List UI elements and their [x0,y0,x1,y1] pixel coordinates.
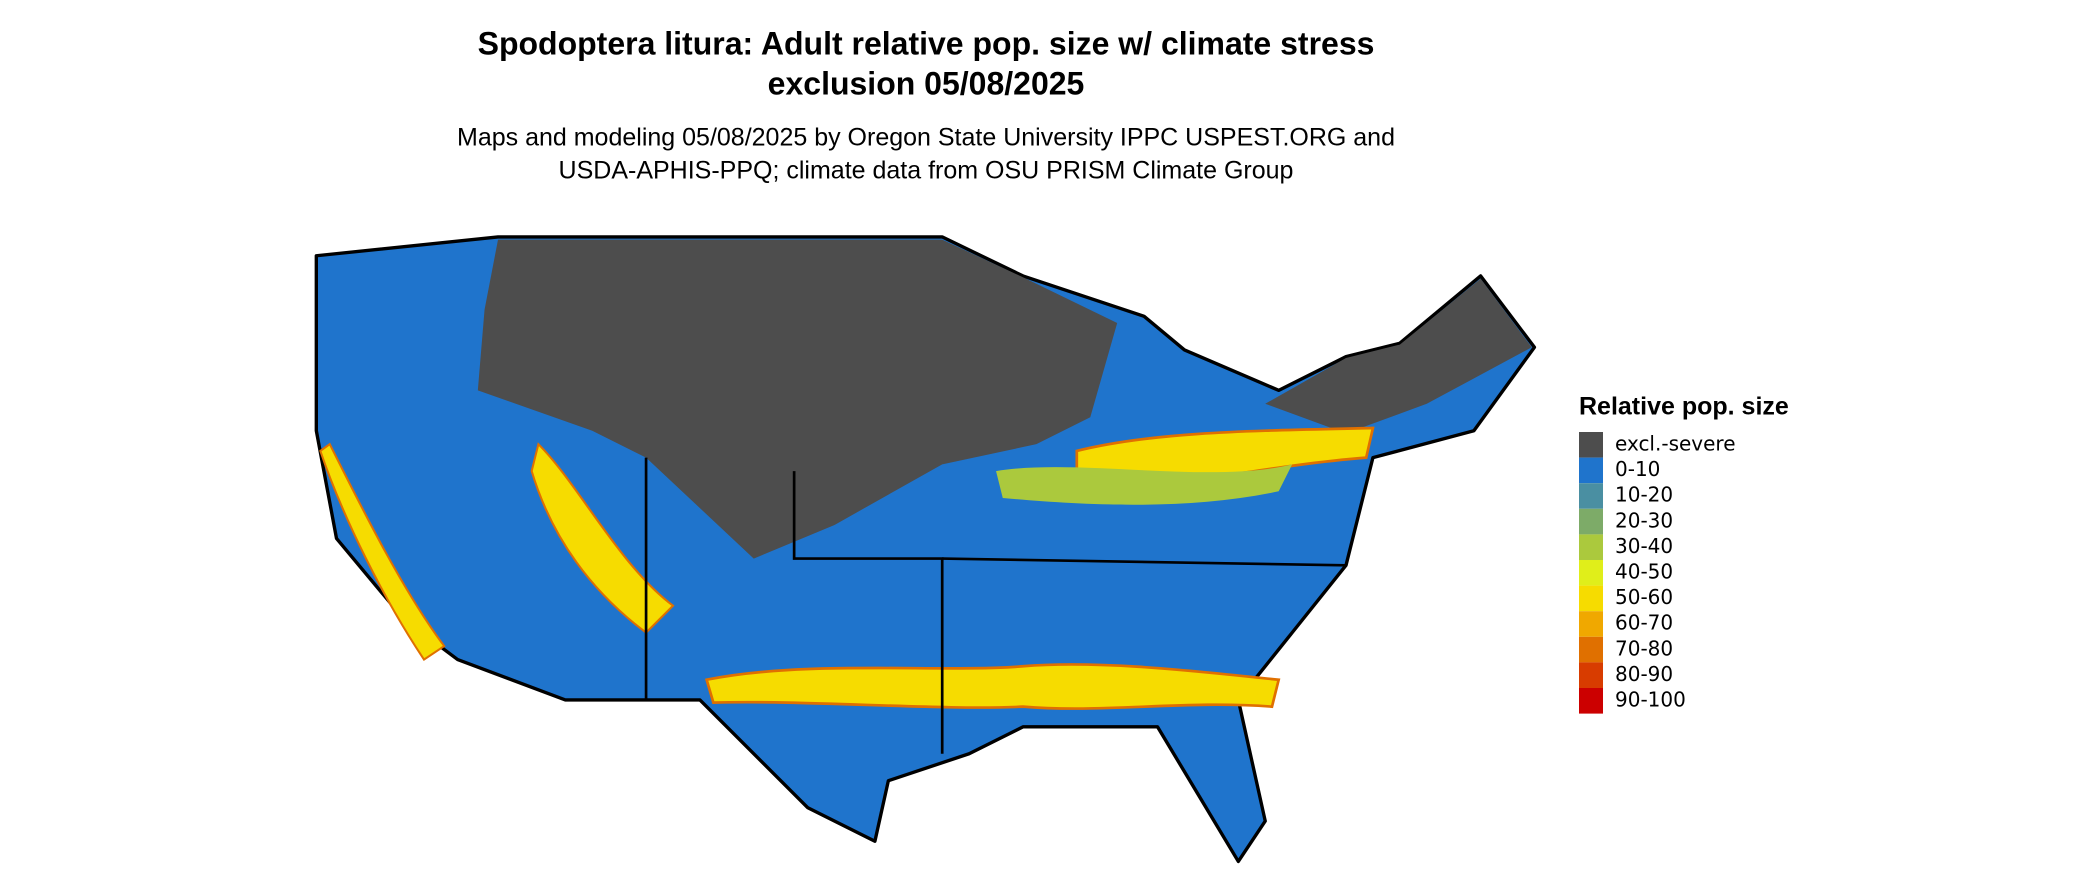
excluded-region [1265,278,1532,434]
legend-label: 80-90 [1615,662,1673,686]
legend-label: 90-100 [1615,688,1686,712]
legend-swatch [1579,508,1603,535]
legend-label: 50-60 [1615,585,1673,609]
legend-label: excl.-severe [1615,432,1736,456]
legend-swatch [1579,611,1603,637]
excluded-region [477,239,1118,559]
legend-label: 70-80 [1615,636,1673,660]
subtitle-line: Maps and modeling 05/08/2025 by Oregon S… [457,124,1395,152]
legend-swatch [1579,636,1603,663]
legend-label: 20-30 [1615,508,1673,532]
legend-swatch [1579,585,1603,612]
legend-swatch [1579,483,1603,509]
legend-label: 30-40 [1615,534,1673,558]
suitable-band [319,442,446,661]
legend-label: 60-70 [1615,611,1673,635]
border-line [942,557,1347,567]
title-line: exclusion 05/08/2025 [768,65,1085,101]
legend-swatch [1579,662,1603,688]
legend-swatch [1579,560,1603,586]
legend-label: 10-20 [1615,483,1673,507]
border-line [792,471,944,754]
legend-title: Relative pop. size [1579,393,1789,421]
suitable-band [704,663,1281,710]
legend-label: 40-50 [1615,560,1673,584]
legend-label: 0-10 [1615,457,1660,481]
legend-swatch [1579,688,1603,714]
legend-swatch [1579,534,1603,560]
legend-swatch [1579,457,1603,484]
title-line: Spodoptera litura: Adult relative pop. s… [478,25,1375,61]
legend-swatch [1579,432,1603,458]
subtitle-line: USDA-APHIS-PPQ; climate data from OSU PR… [559,157,1294,185]
suitable-band [996,464,1293,505]
legend: excl.-severe0-1010-2020-3030-4040-5050-6… [1579,432,1736,714]
us-map [314,235,1537,864]
